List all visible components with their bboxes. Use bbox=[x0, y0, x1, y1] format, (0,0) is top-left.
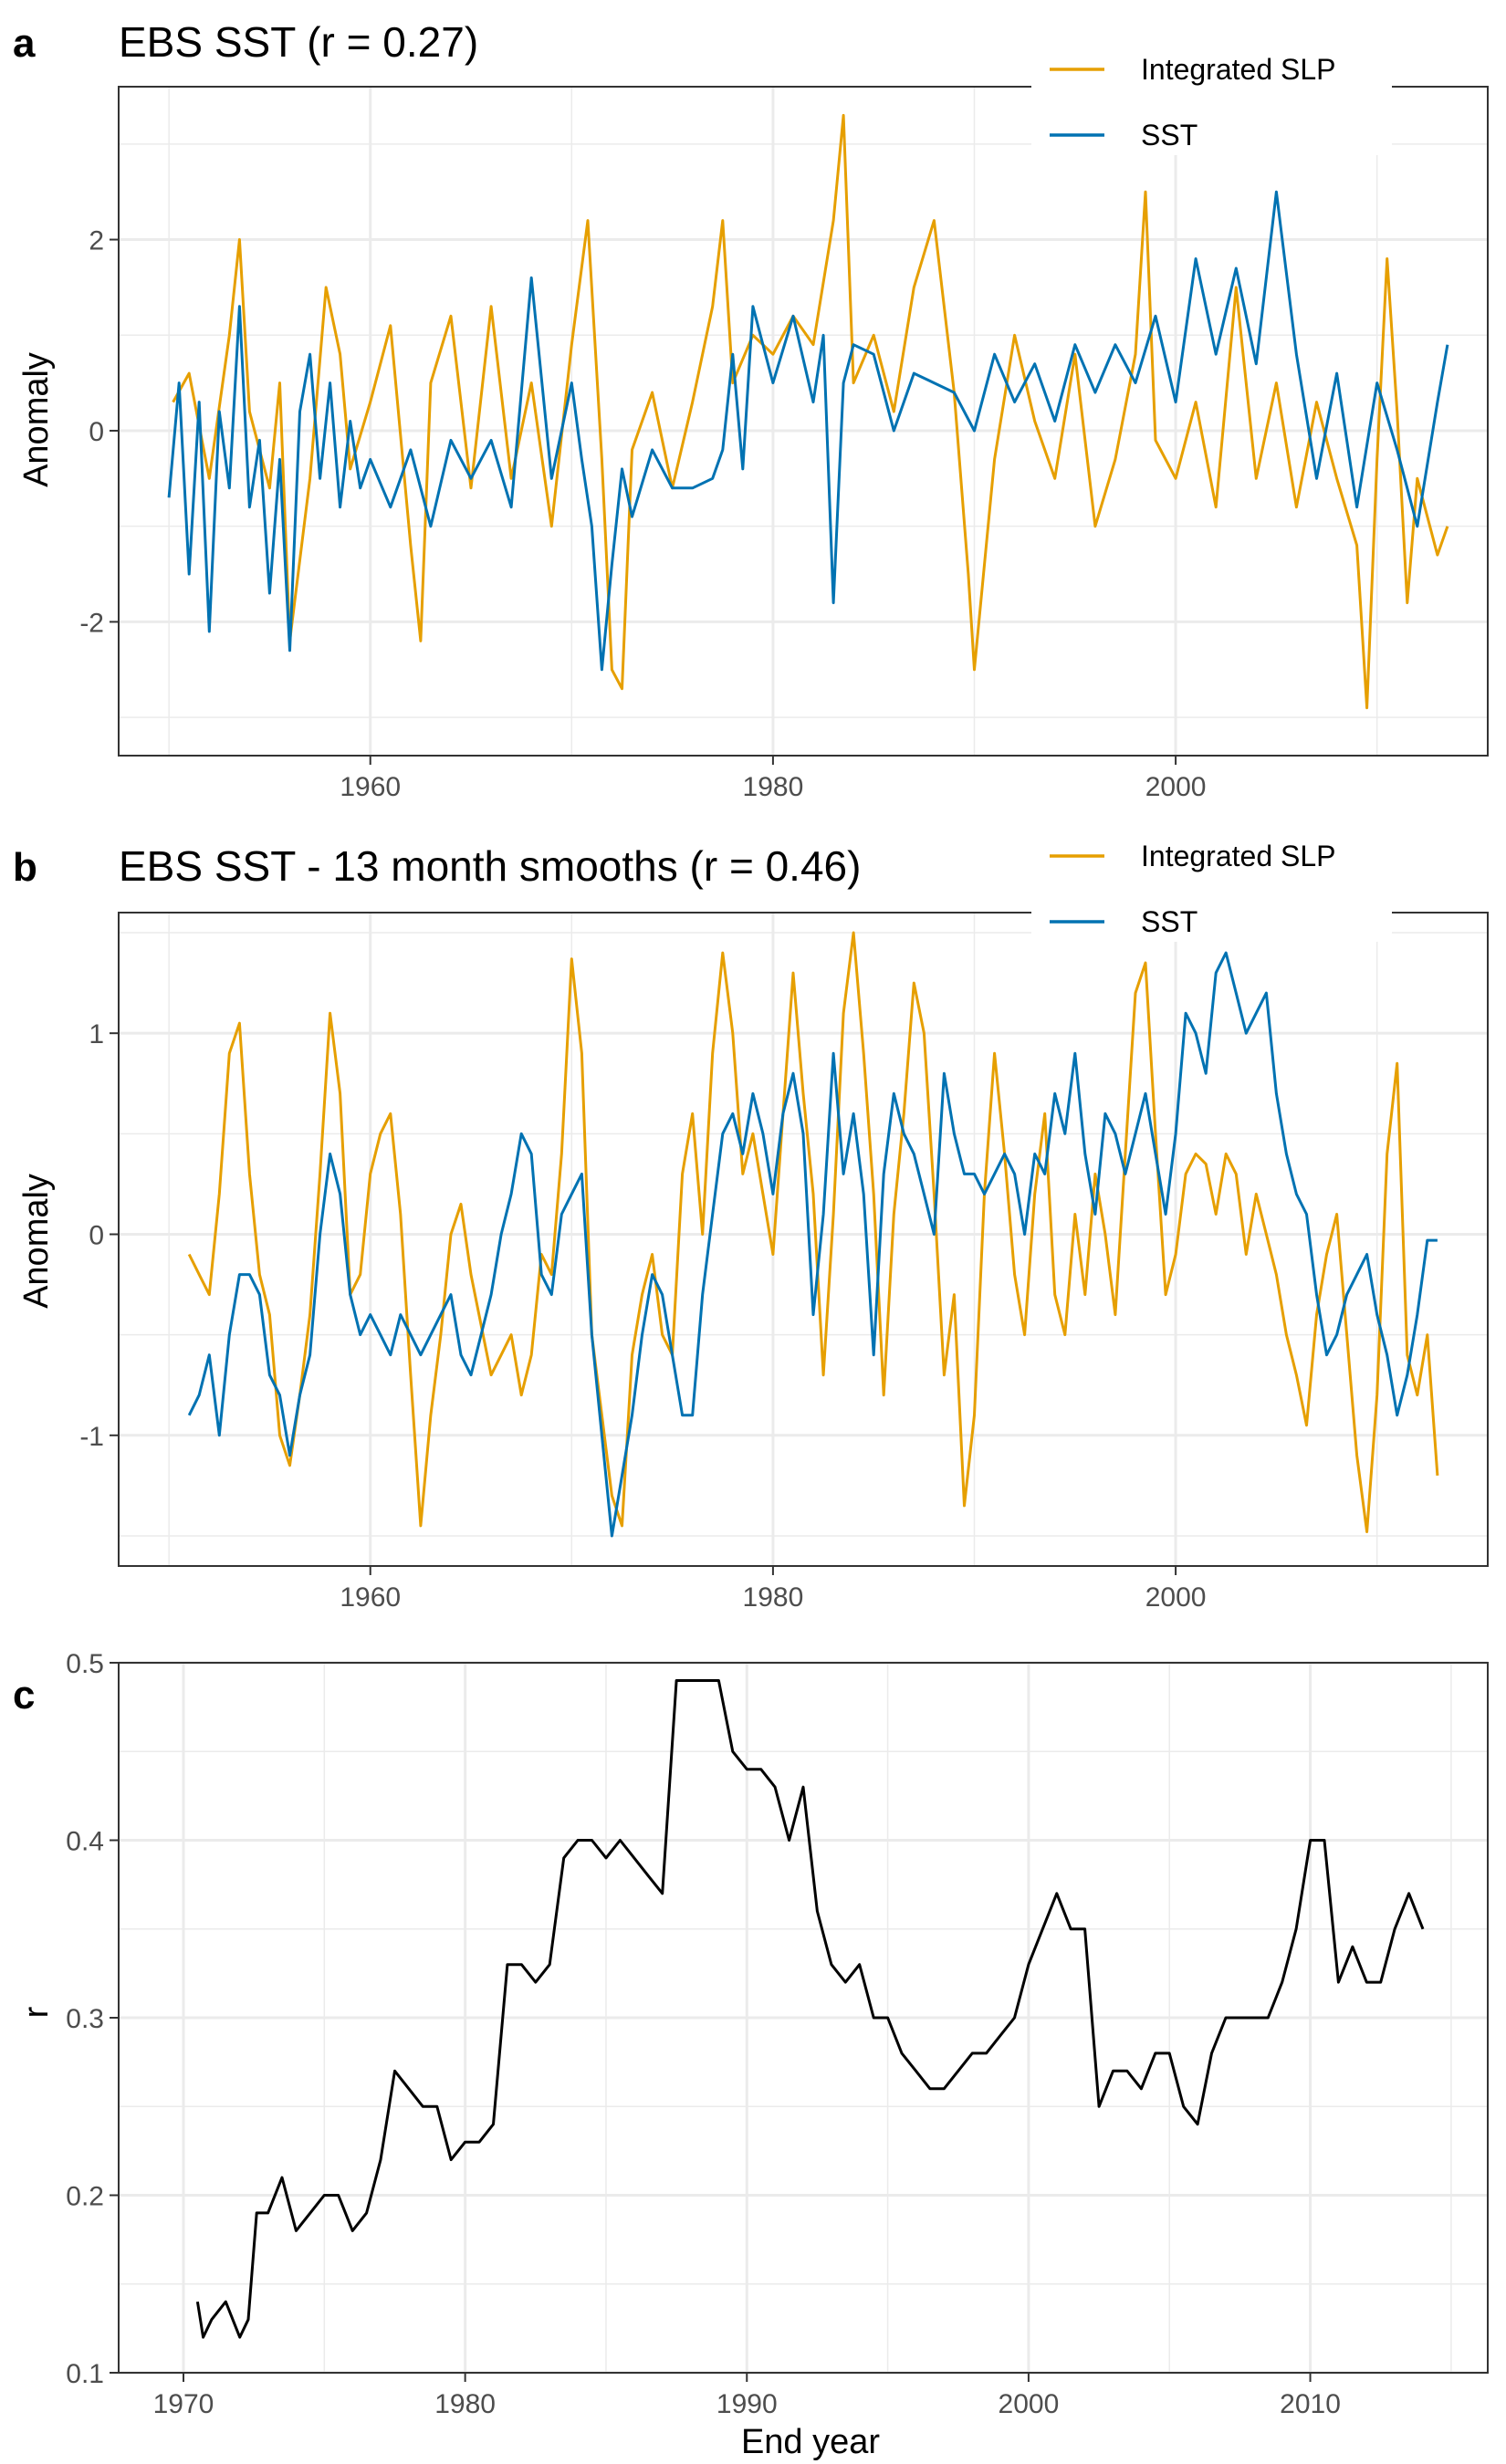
y-tick-label: 0 bbox=[89, 417, 104, 447]
y-tick-label: 1 bbox=[89, 1019, 104, 1049]
x-tick-label: 2000 bbox=[1145, 772, 1207, 802]
x-tick-label: 1960 bbox=[340, 1582, 401, 1613]
plot-border bbox=[118, 86, 1489, 757]
x-tick-label: 1960 bbox=[340, 772, 401, 802]
x-tick-label: 1990 bbox=[716, 2389, 778, 2419]
panel-c-plot: 0.1 0.2 0.3 0.4 0.5 1970 1980 1990 2000 2010 bbox=[66, 1649, 1489, 2419]
plot-background bbox=[119, 913, 1488, 1566]
legend-label-integrated-slp: Integrated SLP bbox=[1141, 840, 1335, 872]
plot-border bbox=[118, 912, 1489, 1567]
panel-c-y-axis-label: r bbox=[17, 2006, 56, 2018]
x-tick-label: 2000 bbox=[999, 2389, 1060, 2419]
y-tick-label: 0 bbox=[89, 1220, 104, 1250]
legend-label-sst: SST bbox=[1141, 119, 1197, 151]
series-line-integrated-slp bbox=[187, 931, 1439, 1533]
series-line-integrated-slp bbox=[172, 113, 1449, 710]
series-line-sst bbox=[167, 190, 1449, 672]
y-tick-label: 0.1 bbox=[66, 2359, 104, 2389]
series-line-sst bbox=[187, 951, 1438, 1538]
y-tick-label: 0.3 bbox=[66, 2004, 104, 2034]
y-tick-label: -2 bbox=[79, 608, 104, 638]
panel-b-letter: b bbox=[13, 845, 37, 890]
panel-a-letter: a bbox=[13, 21, 36, 66]
x-tick-label: 1980 bbox=[434, 2389, 496, 2419]
x-tick-label: 2000 bbox=[1145, 1582, 1207, 1613]
panel-b-y-axis-label: Anomaly bbox=[17, 1174, 56, 1309]
panel-c: c r End year 0.1 0.2 0.3 0.4 0.5 1970 1980 1990… bbox=[13, 1649, 1489, 2461]
panel-b-title: EBS SST - 13 month smooths (r = 0.46) bbox=[119, 842, 861, 890]
panel-a: a EBS SST (r = 0.27) Anomaly -2 0 2 1960 198… bbox=[13, 18, 1489, 802]
x-tick-label: 2010 bbox=[1280, 2389, 1341, 2419]
legend: Integrated SLP SST bbox=[1031, 832, 1392, 942]
legend-background bbox=[1031, 46, 1392, 155]
x-tick-label: 1980 bbox=[743, 1582, 804, 1613]
panel-a-plot: -2 0 2 1960 1980 2000 Integrated SLP SST bbox=[79, 46, 1489, 802]
panel-a-y-axis-label: Anomaly bbox=[17, 352, 56, 487]
y-tick-label: 0.2 bbox=[66, 2182, 104, 2212]
y-tick-label: -1 bbox=[79, 1422, 104, 1452]
y-tick-label: 0.5 bbox=[66, 1649, 104, 1679]
legend-label-integrated-slp: Integrated SLP bbox=[1141, 53, 1335, 86]
panel-b: b EBS SST - 13 month smooths (r = 0.46) … bbox=[13, 832, 1489, 1613]
legend-label-sst: SST bbox=[1141, 905, 1197, 938]
series-line-r bbox=[195, 1679, 1425, 2339]
panel-b-plot: -1 0 1 1960 1980 2000 Integrated SLP SST bbox=[79, 832, 1489, 1613]
panel-c-letter: c bbox=[13, 1673, 35, 1717]
legend-background bbox=[1031, 832, 1392, 942]
y-tick-label: 0.4 bbox=[66, 1827, 104, 1857]
y-tick-label: 2 bbox=[89, 226, 104, 256]
x-tick-label: 1980 bbox=[743, 772, 804, 802]
legend: Integrated SLP SST bbox=[1031, 46, 1392, 155]
x-tick-label: 1970 bbox=[153, 2389, 214, 2419]
panel-c-x-axis-label: End year bbox=[741, 2423, 880, 2461]
panel-a-title: EBS SST (r = 0.27) bbox=[119, 18, 478, 66]
